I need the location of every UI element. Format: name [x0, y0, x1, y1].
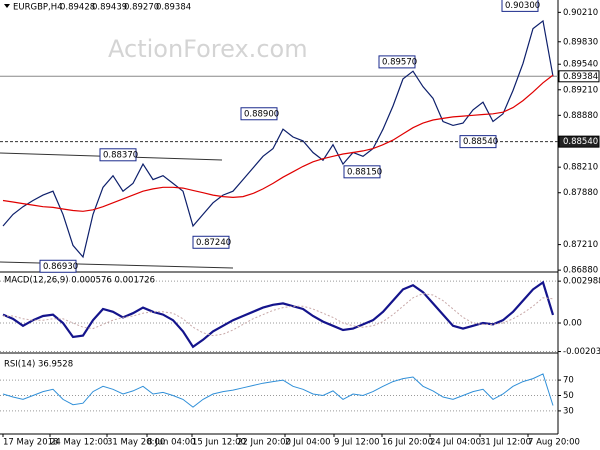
x-tick-label: 16 Jul 20:00: [382, 438, 433, 448]
y-tick-label: 0.90210: [563, 8, 598, 18]
y-tick-label: 0.88210: [563, 163, 598, 173]
x-tick-label: 31 Jul 12:00: [480, 438, 531, 448]
price-label: 0.89384: [563, 72, 598, 82]
x-tick-label: 24 May 12:00: [50, 438, 108, 448]
price-label: 0.88540: [563, 137, 598, 147]
price-annotation-box: [378, 55, 416, 69]
price-annotation: 0.88150: [347, 167, 382, 177]
y-tick-label: 0.89830: [563, 37, 598, 47]
series-line: [2, 280, 555, 349]
close-price: 0.89384: [156, 3, 191, 13]
price-annotation-box: [99, 148, 137, 162]
price-annotation-box: [501, 0, 539, 12]
x-tick-label: 24 Jul 04:00: [430, 438, 481, 448]
price-label-box: [558, 135, 600, 148]
y-tick-label: 0.86880: [563, 266, 598, 276]
x-tick-label: 7 Aug 20:00: [528, 438, 580, 448]
y-tick-label: 70: [563, 376, 574, 386]
price-annotation-box: [39, 259, 77, 273]
price-annotation: 0.86930: [43, 262, 78, 272]
price-annotation-box: [240, 107, 278, 121]
trend-line[interactable]: [0, 261, 234, 269]
low-price: 0.89270: [124, 3, 159, 13]
y-tick-label: 0.87210: [563, 240, 598, 250]
symbol: EURGBP,H4: [13, 3, 63, 13]
open-price: 0.89428: [60, 3, 95, 13]
x-tick-label: 15 Jun 12:00: [192, 438, 246, 448]
series-line: [2, 74, 554, 212]
y-tick-label: 30: [563, 406, 574, 416]
x-tick-label: 31 May 20:00: [107, 438, 165, 448]
y-tick-label: 0.87880: [563, 188, 598, 198]
y-tick-label: 0.89210: [563, 85, 598, 95]
y-tick-label: 0.002988: [563, 277, 600, 287]
y-tick-label: -0.002036: [563, 347, 600, 357]
y-tick-label: 0.89540: [563, 60, 598, 70]
x-tick-label: 17 May 2018: [3, 438, 58, 448]
price-annotation: 0.89570: [382, 57, 417, 67]
price-annotation: 0.88540: [463, 137, 498, 147]
price-annotation-box: [192, 235, 230, 249]
watermark: ActionForex.com: [108, 35, 308, 63]
price-annotation: 0.88900: [244, 109, 279, 119]
series-line: [3, 293, 554, 337]
price-label-box: [558, 70, 600, 83]
y-tick-label: 0.00: [563, 319, 582, 329]
y-tick-label: 50: [563, 391, 574, 401]
indicator-title: RSI(14) 36.9528: [4, 360, 73, 370]
x-tick-label: 22 Jun 20:00: [237, 438, 291, 448]
y-tick-label: 0.88880: [563, 111, 598, 121]
dropdown-arrow[interactable]: [4, 4, 10, 8]
price-annotation-box: [459, 135, 497, 149]
price-annotation: 0.88370: [103, 150, 138, 160]
high-price: 0.89439: [92, 3, 127, 13]
price-annotation: 0.87240: [196, 238, 231, 248]
series-line: [2, 373, 554, 408]
indicator-title: MACD(12,26,9) 0.000576 0.001726: [4, 276, 155, 286]
x-tick-label: 8 Jun 04:00: [147, 438, 196, 448]
x-tick-label: 9 Jul 12:00: [334, 438, 380, 448]
x-tick-label: 2 Jul 04:00: [285, 438, 331, 448]
price-annotation: 0.90300: [505, 1, 540, 11]
price-annotation-box: [343, 165, 381, 179]
